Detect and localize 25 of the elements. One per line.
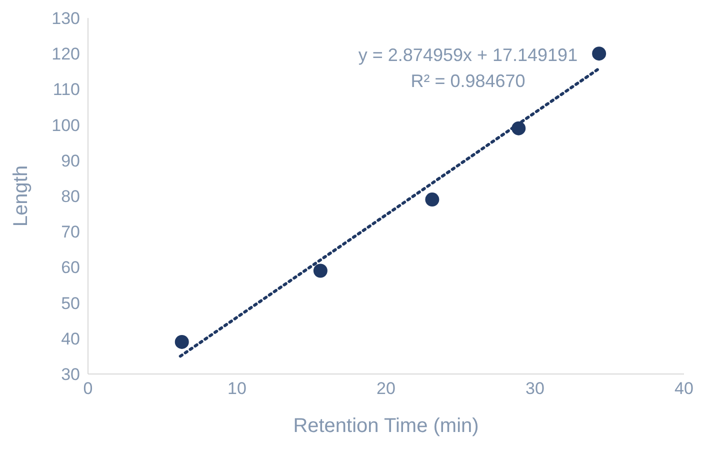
annotation: y = 2.874959x + 17.149191 (357, 44, 579, 67)
y-tick-label: 110 (52, 80, 80, 100)
x-tick-label: 40 (674, 379, 694, 398)
y-tick-label: 60 (61, 258, 80, 278)
y-tick-label: 40 (61, 329, 80, 348)
y-tick-label: 30 (61, 365, 80, 384)
point (425, 192, 440, 207)
y-tick-label: 70 (61, 222, 80, 242)
y-axis-title: Length (10, 165, 32, 227)
y-tick-label: 100 (52, 116, 80, 135)
y-tick-label: 90 (61, 151, 80, 170)
annotation: R² = 0.984670 (410, 70, 526, 93)
point (313, 264, 328, 278)
x-tick-label: 30 (526, 379, 544, 398)
y-tick-label: 120 (52, 44, 80, 64)
x-axis-title: Retention Time (min) (293, 415, 479, 437)
y-tick-label: 50 (61, 294, 80, 313)
point (174, 334, 189, 349)
x-tick-label: 20 (376, 379, 396, 398)
x-tick-label: 0 (83, 379, 93, 398)
y-tick-label: 80 (61, 187, 80, 206)
y-tick-label: 130 (52, 9, 80, 28)
point (512, 121, 526, 136)
point (592, 46, 606, 61)
x-tick-label: 10 (228, 379, 246, 398)
